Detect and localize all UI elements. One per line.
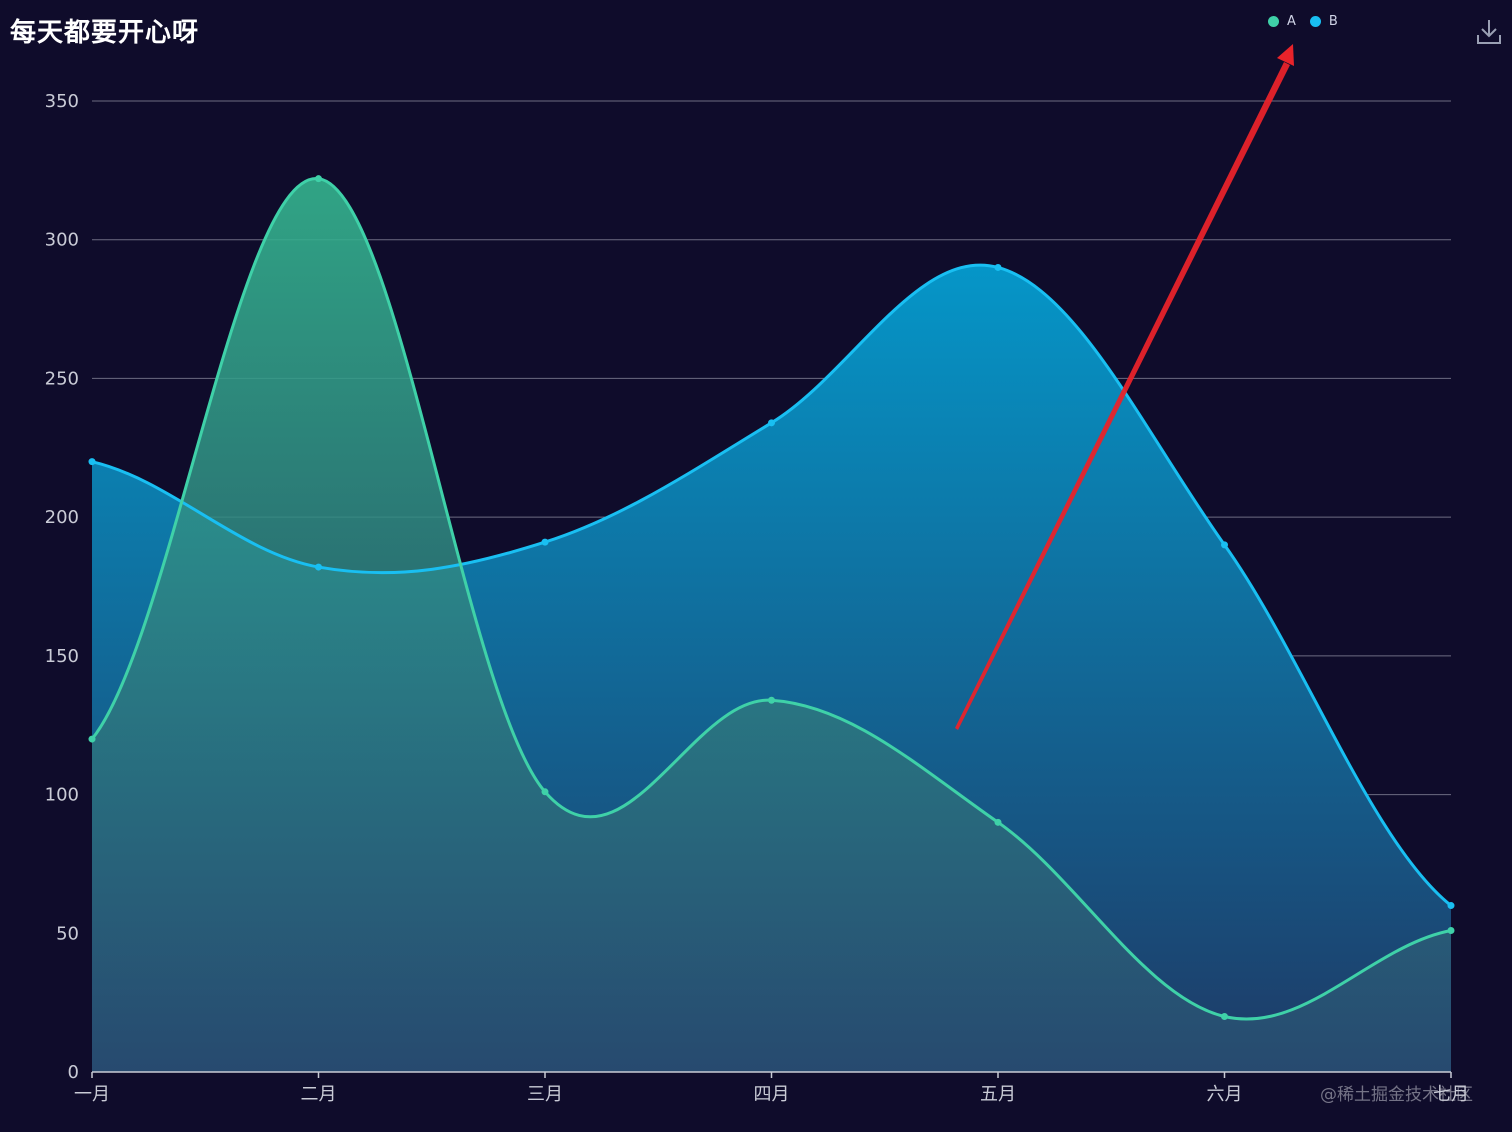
data-point-a[interactable] [768,696,775,704]
legend-label-b: B [1328,14,1338,29]
y-tick-label: 150 [45,646,79,667]
chart-title: 每天都要开心呀 [10,18,200,48]
arrow-shaft [955,62,1290,730]
x-tick-label: 六月 [1207,1084,1243,1105]
series-points [88,175,1455,1021]
legend-item-b[interactable]: B [1309,14,1338,29]
x-tick-label: 四月 [754,1084,790,1105]
annotation-arrow [955,44,1294,730]
series-areas [92,178,1451,1073]
x-tick-label: 七月 [1433,1084,1469,1105]
data-point-a[interactable] [315,175,322,183]
line-series-a [90,177,1452,1021]
data-point-b[interactable] [994,263,1002,271]
data-point-a[interactable] [1447,927,1455,935]
data-point-a[interactable] [994,818,1002,826]
area-series-a [92,178,1451,1072]
y-tick-label: 200 [45,507,79,528]
axes: 0 50 100 150 200 250 300 350 一月 二月 三月 四月 五月 六月 七月 [45,91,1469,1105]
y-tick-label: 300 [45,230,79,251]
data-point-a[interactable] [88,735,96,743]
y-tick-label: 100 [45,785,79,806]
x-tick-label: 二月 [301,1084,337,1105]
y-tick-label: 250 [45,368,79,389]
data-point-b[interactable] [1447,902,1455,910]
data-point-b[interactable] [541,538,549,546]
x-tick-label: 三月 [527,1084,563,1105]
data-point-a[interactable] [541,788,549,796]
y-tick-label: 50 [56,923,79,944]
legend-marker-b [1309,16,1321,27]
y-tick-label: 350 [45,91,79,112]
legend: A B [1268,14,1338,29]
arrow-head [1277,44,1294,66]
download-icon [1477,20,1501,44]
legend-item-a[interactable]: A [1268,14,1296,29]
legend-marker-a [1268,16,1279,27]
x-tick-label: 一月 [74,1084,110,1105]
data-point-a[interactable] [1221,1013,1228,1021]
data-point-b[interactable] [315,563,322,571]
x-tick-label: 五月 [980,1084,1016,1105]
data-point-b[interactable] [88,458,96,466]
download-button[interactable] [1476,18,1502,46]
y-tick-label: 0 [68,1062,79,1083]
data-point-b[interactable] [1221,541,1228,549]
legend-label-a: A [1287,14,1296,29]
data-point-b[interactable] [768,419,775,427]
watermark: @稀土掘金技术社区 [1320,1085,1473,1105]
